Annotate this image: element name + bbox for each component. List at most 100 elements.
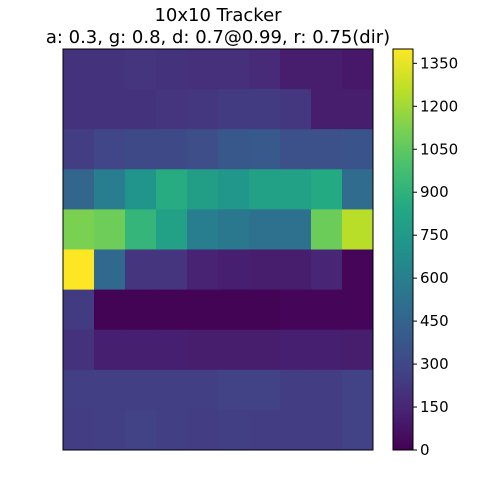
heatmap-cell-r0-c7 [280,49,312,90]
heatmap-frame [62,48,374,451]
heatmap-cell-r1-c4 [187,89,219,130]
heatmap-cell-r5-c9 [342,249,374,291]
heatmap-cell-r6-c6 [249,289,281,331]
heatmap-cell-r0-c4 [187,49,219,90]
heatmap-cell-r6-c4 [187,289,219,331]
heatmap-cell-r2-c8 [311,129,343,170]
heatmap-cell-r2-c3 [156,129,188,170]
heatmap-cell-r2-c4 [187,129,219,170]
heatmap-cell-r6-c0 [63,289,95,331]
heatmap-cell-r9-c2 [125,409,157,451]
colorbar-tick-label: 1050 [420,140,458,158]
heatmap-cell-r9-c6 [249,409,281,451]
heatmap-cell-r7-c5 [218,329,250,371]
heatmap-cell-r9-c9 [342,409,374,451]
heatmap-cell-r0-c5 [218,49,250,90]
heatmap-cell-r3-c6 [249,169,281,210]
heatmap-cell-r0-c0 [63,49,95,90]
heatmap-cell-r6-c9 [342,289,374,331]
heatmap-cell-r0-c9 [342,49,374,90]
heatmap-cell-r5-c8 [311,249,343,291]
heatmap-cell-r1-c3 [156,89,188,130]
heatmap-cell-r5-c0 [63,249,95,291]
heatmap-cell-r4-c2 [125,209,157,250]
colorbar-frame [392,48,414,451]
heatmap-cell-r1-c2 [125,89,157,130]
heatmap-cell-r3-c7 [280,169,312,210]
heatmap-cell-r7-c4 [187,329,219,371]
heatmap-cell-r5-c7 [280,249,312,291]
heatmap-cell-r6-c8 [311,289,343,331]
heatmap-cell-r4-c1 [94,209,126,250]
heatmap-cell-r3-c9 [342,169,374,210]
heatmap-cell-r3-c4 [187,169,219,210]
heatmap-cell-r6-c3 [156,289,188,331]
colorbar [393,49,413,450]
heatmap-cell-r8-c8 [311,369,343,411]
heatmap-cell-r8-c7 [280,369,312,411]
chart-title-line1: 10x10 Tracker [154,5,282,26]
heatmap-cell-r6-c1 [94,289,126,331]
heatmap-cell-r7-c2 [125,329,157,371]
heatmap-cell-r4-c0 [63,209,95,250]
colorbar-tick-label: 1200 [420,97,458,115]
heatmap-cell-r9-c3 [156,409,188,451]
heatmap-cell-r1-c0 [63,89,95,130]
heatmap-cell-r6-c7 [280,289,312,331]
heatmap-cell-r5-c4 [187,249,219,291]
chart-title-line2: a: 0.3, g: 0.8, d: 0.7@0.99, r: 0.75(dir… [46,27,390,48]
colorbar-tick-label: 750 [420,226,449,244]
heatmap-cell-r2-c0 [63,129,95,170]
heatmap-cell-r9-c5 [218,409,250,451]
heatmap-cell-r5-c2 [125,249,157,291]
heatmap-cell-r7-c1 [94,329,126,371]
colorbar-tick-label: 150 [420,398,449,416]
heatmap-cell-r4-c8 [311,209,343,250]
heatmap-cell-r9-c1 [94,409,126,451]
heatmap-cell-r8-c4 [187,369,219,411]
colorbar-tick-label: 0 [420,441,430,459]
heatmap-cell-r3-c2 [125,169,157,210]
heatmap-cell-r0-c6 [249,49,281,90]
heatmap-cell-r1-c7 [280,89,312,130]
heatmap-cell-r9-c8 [311,409,343,451]
heatmap-cell-r8-c2 [125,369,157,411]
heatmap-cell-r1-c5 [218,89,250,130]
heatmap-cell-r1-c6 [249,89,281,130]
heatmap-cell-r0-c2 [125,49,157,90]
heatmap-cell-r2-c2 [125,129,157,170]
heatmap-cell-r4-c9 [342,209,374,250]
colorbar-ticks: 0 150 300 450 600 750 900 1050 1200 1350 [413,54,458,459]
heatmap-cell-r7-c3 [156,329,188,371]
heatmap-cell-r3-c3 [156,169,188,210]
heatmap-cell-r6-c2 [125,289,157,331]
heatmap-cell-r6-c5 [218,289,250,331]
heatmap-cell-r5-c1 [94,249,126,291]
heatmap-cell-r0-c8 [311,49,343,90]
heatmap-cell-r4-c4 [187,209,219,250]
heatmap-cell-r3-c8 [311,169,343,210]
heatmap-cell-r9-c0 [63,409,95,451]
heatmap-cell-r8-c0 [63,369,95,411]
heatmap-cell-r1-c1 [94,89,126,130]
colorbar-tick-label: 600 [420,269,449,287]
heatmap-cell-r8-c6 [249,369,281,411]
colorbar-tick-label: 450 [420,312,449,330]
heatmap-cell-r1-c9 [342,89,374,130]
heatmap-cell-r8-c9 [342,369,374,411]
heatmap-cell-r7-c6 [249,329,281,371]
heatmap-cell-r2-c1 [94,129,126,170]
heatmap-cell-r8-c1 [94,369,126,411]
heatmap-cell-r4-c5 [218,209,250,250]
heatmap-cell-r8-c3 [156,369,188,411]
colorbar-tick-label: 900 [420,183,449,201]
heatmap-cell-r5-c3 [156,249,188,291]
colorbar-tick-label: 1350 [420,54,458,72]
heatmap-cell-r9-c4 [187,409,219,451]
heatmap-cell-r5-c5 [218,249,250,291]
heatmap-cell-r8-c5 [218,369,250,411]
heatmap-cell-r7-c0 [63,329,95,371]
heatmap-cell-r2-c6 [249,129,281,170]
heatmap-cell-r3-c5 [218,169,250,210]
